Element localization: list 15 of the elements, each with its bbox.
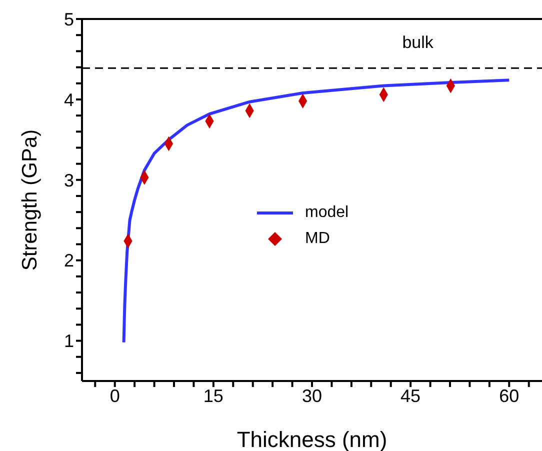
y-tick-label: 3 [64,170,74,190]
x-tick-label: 0 [110,386,120,406]
y-tick-label: 4 [64,90,74,110]
y-axis-title: Strength (GPa) [18,129,42,271]
x-tick-label: 60 [499,386,520,406]
y-tick-label: 2 [64,250,74,271]
x-tick-label: 15 [203,386,224,406]
y-tick-label: 1 [64,331,74,352]
x-tick-label: 45 [400,386,421,406]
line-series [122,78,511,344]
y-tick-label: 5 [64,9,74,30]
x-tick-label: 30 [302,386,322,406]
legend-label: model [305,204,349,222]
legend-label: MD [305,230,330,248]
ref-line-label: bulk [402,33,434,52]
